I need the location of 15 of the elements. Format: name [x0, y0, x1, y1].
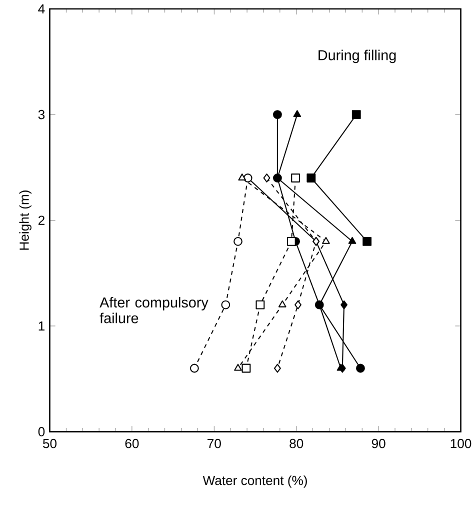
- x-tick-label: 70: [208, 438, 221, 448]
- x-tick-label: 60: [125, 438, 139, 448]
- x-tick-label: 50: [42, 438, 56, 448]
- x-tick-label: 80: [290, 438, 304, 448]
- x-tick-label: 100: [450, 438, 472, 448]
- y-tick-label: 1: [38, 321, 44, 330]
- annotation: During filling: [318, 50, 396, 64]
- x-tick-label: 90: [372, 438, 386, 448]
- annotation: After compulsory failure: [100, 296, 208, 324]
- y-tick-label: 3: [38, 110, 45, 120]
- y-tick-label: 4: [38, 4, 45, 14]
- y-tick-label: 2: [38, 216, 44, 225]
- y-tick-label: 0: [38, 427, 45, 436]
- y-axis-title: Height (m): [19, 190, 32, 250]
- x-axis-title: Water content (%): [202, 476, 307, 488]
